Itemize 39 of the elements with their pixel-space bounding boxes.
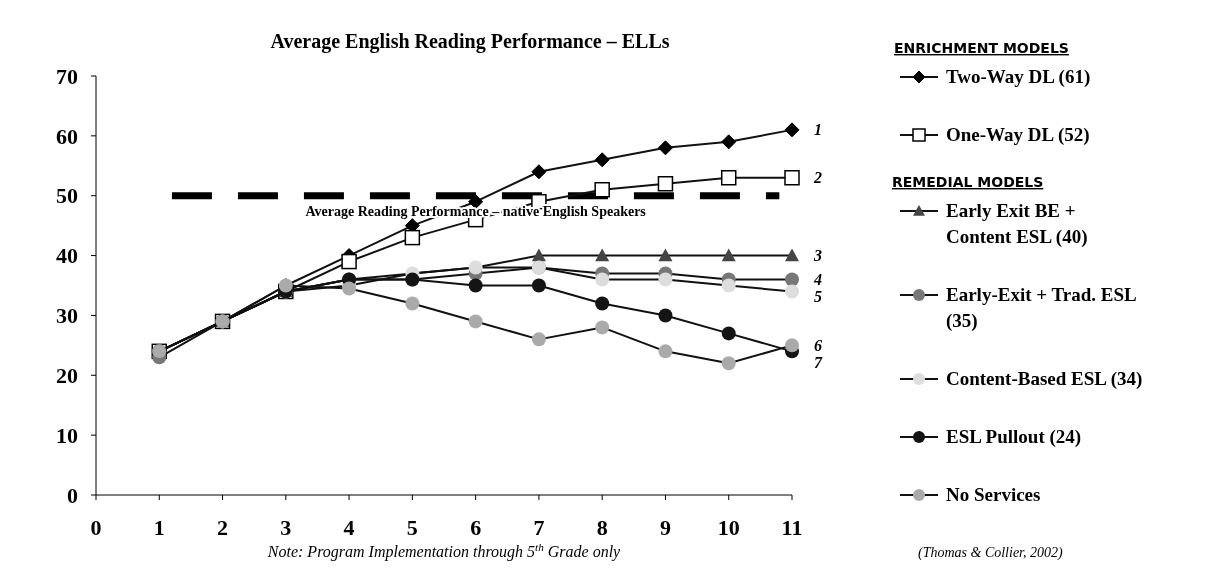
text: 3 (813, 247, 822, 265)
text: 5 (814, 288, 822, 306)
y-tick-label: 60 (56, 123, 78, 149)
text: 1 (814, 121, 822, 139)
y-tick-label: 30 (56, 303, 78, 329)
x-tick-label: 9 (659, 515, 671, 540)
x-tick-label: 7 (533, 515, 545, 540)
y-tick-label: 0 (67, 482, 78, 508)
y-tick-label: 20 (56, 362, 78, 388)
y-tick-label: 70 (56, 63, 78, 89)
y-tick-label: 50 (56, 183, 78, 209)
legend-label: Early-Exit + Trad. ESL (35) (946, 284, 1137, 332)
x-tick-label: 4 (343, 515, 355, 540)
text: REMEDIAL MODELS (892, 174, 1044, 190)
x-tick-label: 0 (90, 515, 102, 540)
text: (Thomas & Collier, 2002) (918, 545, 1064, 561)
legend-label: No Services (946, 484, 1041, 505)
legend-label: Content-Based ESL (34) (946, 368, 1143, 390)
legend-label: Early Exit BE + Content ESL (40) (946, 200, 1088, 248)
y-tick-label: 40 (56, 243, 78, 269)
legend-label: One-Way DL (52) (946, 124, 1090, 146)
chart-title: Average English Reading Performance – ELLs (270, 30, 670, 53)
text: 2 (813, 169, 822, 187)
text: Note: Program Implementation through 5$^{th}$ Grade only (266, 541, 622, 561)
text: 6 (814, 336, 822, 354)
x-tick-label: 2 (217, 515, 229, 540)
x-tick-label: 8 (596, 515, 608, 540)
x-tick-label: 11 (781, 515, 803, 540)
text: ENRICHMENT MODELS (894, 40, 1069, 56)
text: 7 (814, 353, 823, 371)
x-tick-label: 3 (280, 515, 292, 540)
x-tick-label: 5 (406, 515, 418, 540)
y-tick-label: 10 (56, 422, 78, 448)
text: 4 (813, 271, 822, 289)
legend-label: ESL Pullout (24) (946, 426, 1082, 448)
legend-label: Two-Way DL (61) (946, 66, 1091, 88)
x-tick-label: 1 (153, 515, 165, 540)
x-tick-label: 10 (717, 515, 740, 540)
x-tick-label: 6 (470, 515, 482, 540)
